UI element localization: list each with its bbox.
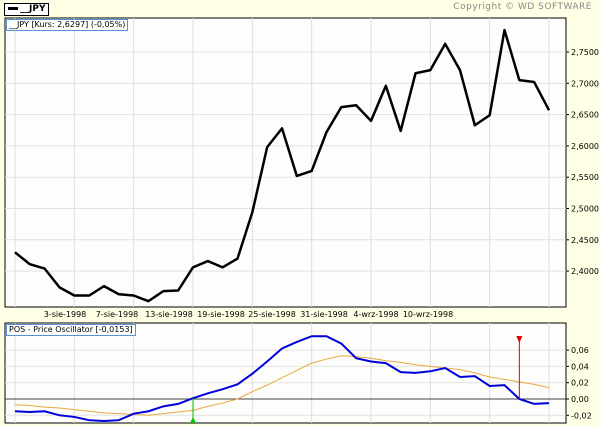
oscillator-line — [14, 335, 550, 423]
y-tick-label: 2,5500 — [571, 173, 599, 182]
y-tick-label: 2,5000 — [571, 205, 599, 214]
buy-arrow-icon — [190, 417, 196, 423]
y-tick-label: 0,02 — [571, 379, 589, 388]
y-tick-label: 0,04 — [571, 362, 589, 371]
y-tick-label: 2,7500 — [571, 48, 599, 57]
x-tick-label: 3-sie-1998 — [44, 310, 87, 319]
y-tick-label: 2,4000 — [571, 267, 599, 276]
y-tick-label: 0,00 — [571, 395, 589, 404]
oscillator-panel — [4, 322, 567, 424]
copyright: Copyright © WD SOFTWARE — [453, 2, 592, 12]
signal-line — [14, 355, 550, 416]
y-tick-label: 2,6000 — [571, 142, 599, 151]
x-tick-label: 7-sie-1998 — [96, 310, 139, 319]
legend: __JPY — [4, 3, 50, 16]
x-tick-label: 25-sie-1998 — [248, 310, 296, 319]
y-tick-label: 2,7000 — [571, 79, 599, 88]
price-panel-title: __JPY [Kurs: 2,6297] (-0,05%) — [6, 19, 129, 31]
legend-swatch — [8, 7, 18, 10]
price-line — [14, 28, 551, 303]
x-tick-label: 13-sie-1998 — [145, 310, 193, 319]
x-tick-label: 19-sie-1998 — [197, 310, 245, 319]
sell-arrow-icon — [516, 336, 523, 343]
price-panel — [4, 17, 567, 308]
y-tick-label: 2,6500 — [571, 111, 599, 120]
y-tick-label: -0,02 — [571, 411, 592, 420]
y-tick-label: 0,06 — [571, 346, 589, 355]
oscillator-panel-title: POS - Price Oscillator [-0,0153] — [6, 324, 136, 336]
x-tick-label: 10-wrz-1998 — [403, 310, 453, 319]
legend-label: __JPY — [20, 4, 46, 14]
x-tick-label: 4-wrz-1998 — [353, 310, 398, 319]
x-tick-label: 31-sie-1998 — [300, 310, 348, 319]
y-tick-label: 2,4500 — [571, 236, 599, 245]
